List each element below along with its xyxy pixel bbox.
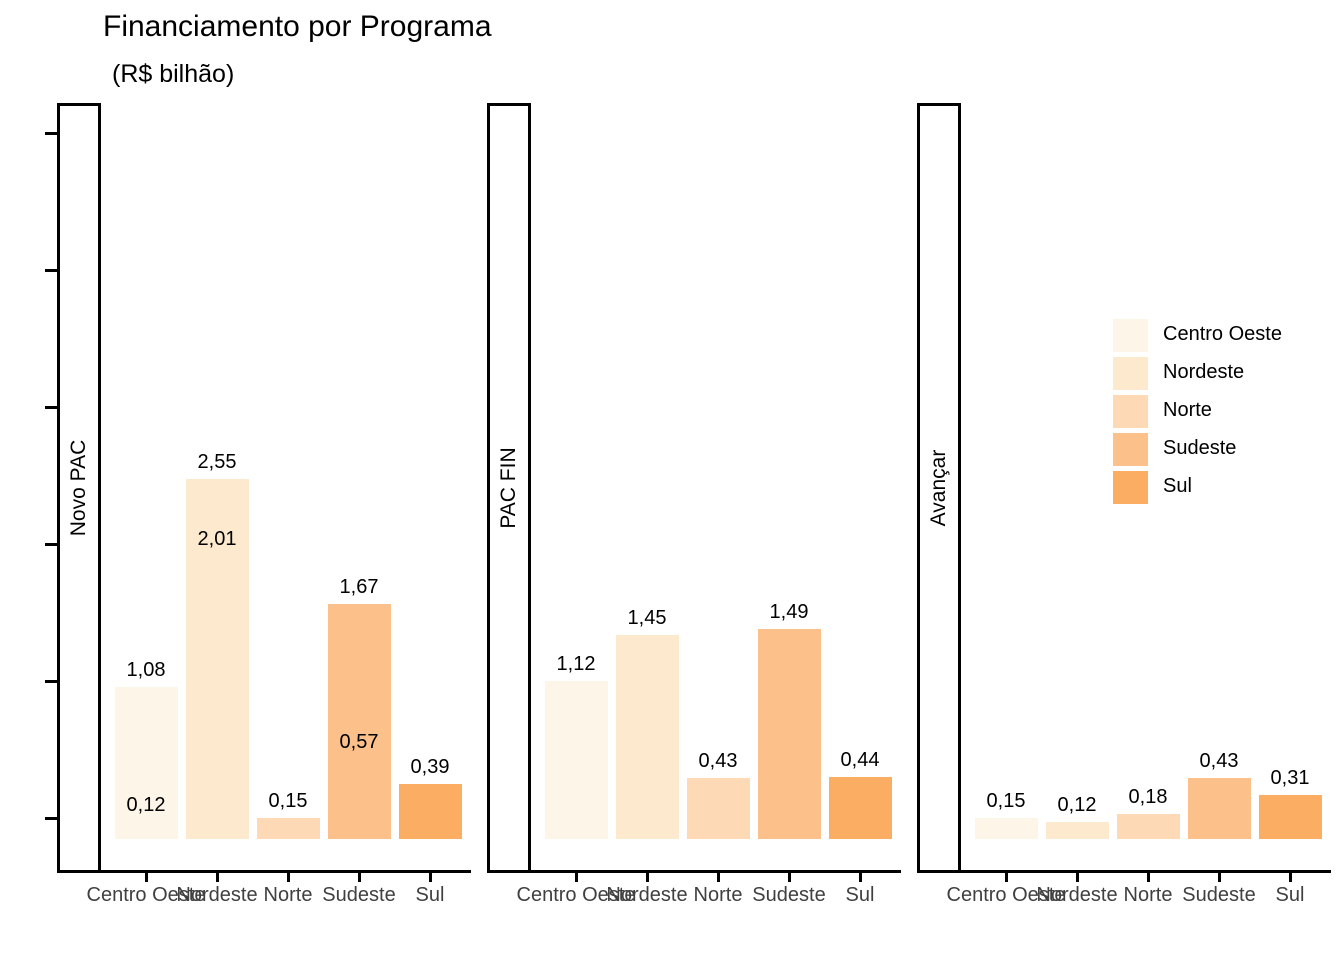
x-axis-label: Sudeste — [322, 884, 396, 906]
x-axis-tick — [216, 873, 219, 882]
value-label: 1,67 — [339, 576, 379, 598]
x-axis-tick — [859, 873, 862, 882]
x-axis-label: Sudeste — [1182, 884, 1256, 906]
x-axis-tick — [358, 873, 361, 882]
facet-strip-label: PAC FIN — [497, 447, 520, 529]
legend-swatch — [1113, 395, 1148, 428]
x-axis-label: Norte — [263, 884, 313, 906]
legend-label: Centro Oeste — [1163, 323, 1282, 345]
bar-sudeste — [327, 604, 391, 839]
value-label: 1,08 — [126, 659, 166, 681]
x-axis-label: Sul — [1275, 884, 1305, 906]
value-label: 1,49 — [769, 601, 809, 623]
chart-title: Financiamento por Programa — [103, 10, 492, 43]
x-axis-line — [917, 870, 1331, 873]
bar-sul — [398, 784, 462, 839]
value-label: 0,12 — [1057, 794, 1097, 816]
value-label: 0,43 — [1199, 750, 1239, 772]
bar-sudeste — [1187, 778, 1251, 839]
bar-norte — [1116, 814, 1180, 839]
x-axis-label: Sul — [415, 884, 445, 906]
bar-sul — [828, 777, 892, 839]
value-label: 1,45 — [627, 607, 667, 629]
x-axis-tick — [1218, 873, 1221, 882]
value-label: 0,43 — [698, 750, 738, 772]
value-label: 0,44 — [840, 749, 880, 771]
bar-centro-oeste — [974, 818, 1038, 839]
bar-nordeste — [615, 635, 679, 839]
x-axis-label: Nordeste — [606, 884, 688, 906]
y-axis-tick — [45, 269, 57, 272]
bar-centro-oeste — [544, 681, 608, 839]
y-axis-tick — [45, 543, 57, 546]
x-axis-label: Sudeste — [752, 884, 826, 906]
legend-swatch — [1113, 319, 1148, 352]
legend-label: Nordeste — [1163, 361, 1245, 383]
legend-swatch — [1113, 471, 1148, 504]
overlay-value-label: 0,12 — [126, 794, 166, 816]
x-axis-tick — [1076, 873, 1079, 882]
x-axis-label: Centro Oeste — [516, 884, 636, 906]
legend-label: Sul — [1163, 475, 1192, 497]
value-label: 0,39 — [410, 756, 450, 778]
x-axis-label: Centro Oeste — [86, 884, 206, 906]
y-axis-tick — [45, 817, 57, 820]
legend-label: Sudeste — [1163, 437, 1237, 459]
x-axis-line — [487, 870, 901, 873]
y-axis-tick — [45, 132, 57, 135]
x-axis-tick — [429, 873, 432, 882]
x-axis-label: Sul — [845, 884, 875, 906]
value-label: 0,15 — [986, 790, 1026, 812]
legend-swatch — [1113, 433, 1148, 466]
x-axis-tick — [717, 873, 720, 882]
x-axis-tick — [1005, 873, 1008, 882]
bar-nordeste — [185, 479, 249, 839]
x-axis-tick — [1289, 873, 1292, 882]
x-axis-label: Nordeste — [1036, 884, 1118, 906]
legend-label: Norte — [1163, 399, 1212, 421]
bar-norte — [256, 818, 320, 839]
x-axis-label: Norte — [693, 884, 743, 906]
facet-strip: Avançar — [917, 103, 961, 873]
legend-swatch — [1113, 357, 1148, 390]
x-axis-tick — [646, 873, 649, 882]
bar-nordeste — [1045, 822, 1109, 839]
x-axis-line — [57, 870, 471, 873]
x-axis-label: Centro Oeste — [946, 884, 1066, 906]
x-axis-tick — [788, 873, 791, 882]
chart-subtitle: (R$ bilhão) — [112, 60, 235, 88]
x-axis-tick — [145, 873, 148, 882]
x-axis-label: Nordeste — [176, 884, 258, 906]
y-axis-tick — [45, 680, 57, 683]
value-label: 1,12 — [556, 653, 596, 675]
y-axis-tick — [45, 406, 57, 409]
x-axis-tick — [575, 873, 578, 882]
value-label: 0,15 — [268, 790, 308, 812]
value-label: 2,55 — [197, 451, 237, 473]
bar-centro-oeste — [114, 687, 178, 839]
bar-sudeste — [757, 629, 821, 839]
x-axis-tick — [287, 873, 290, 882]
bar-norte — [686, 778, 750, 839]
facet-strip: Novo PAC — [57, 103, 101, 873]
value-label: 0,31 — [1270, 767, 1310, 789]
value-label: 0,18 — [1128, 786, 1168, 808]
facet-strip-label: Novo PAC — [67, 439, 90, 537]
x-axis-tick — [1147, 873, 1150, 882]
bar-sul — [1258, 795, 1322, 839]
overlay-value-label: 0,57 — [339, 731, 379, 753]
x-axis-label: Norte — [1123, 884, 1173, 906]
facet-strip-label: Avançar — [927, 449, 950, 527]
overlay-value-label: 2,01 — [197, 528, 237, 550]
facet-strip: PAC FIN — [487, 103, 531, 873]
